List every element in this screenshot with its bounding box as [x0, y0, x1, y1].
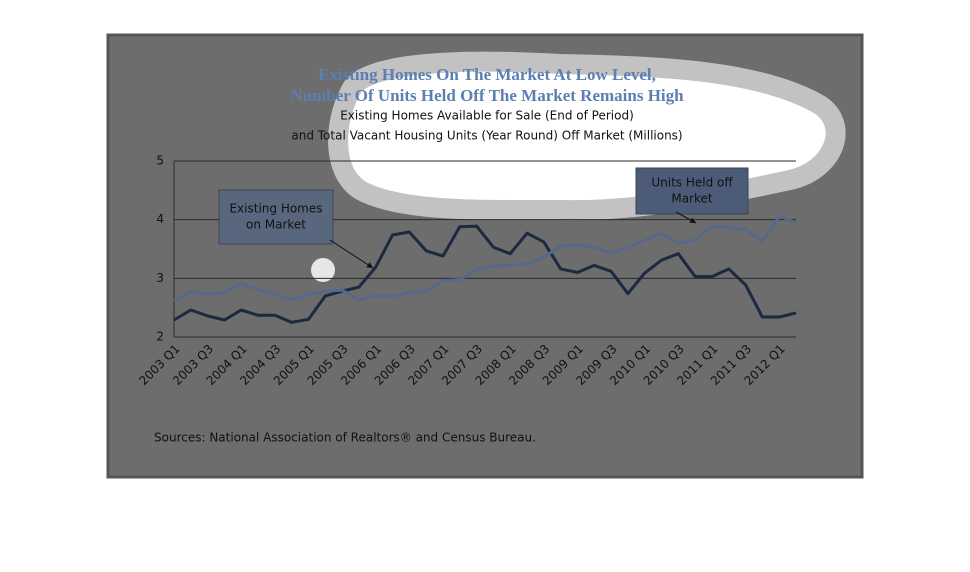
chart-subtitle: Existing Homes Available for Sale (End o… [340, 109, 634, 123]
series-line [173, 214, 797, 303]
annotation-arrow [675, 211, 697, 224]
annotation-text: Market [671, 192, 713, 206]
annotation-text: Units Held off [651, 176, 733, 190]
annotation-box [635, 167, 749, 215]
annotation-text: on Market [246, 218, 306, 232]
source-note: Sources: National Association of Realtor… [154, 431, 536, 445]
y-tick-label: 3 [156, 271, 164, 285]
y-tick-label: 2 [156, 330, 164, 344]
annotation-box [218, 189, 334, 245]
y-tick-label: 5 [156, 154, 164, 168]
chart-title: Existing Homes On The Market At Low Leve… [318, 65, 656, 84]
y-tick-label: 4 [156, 212, 164, 226]
chart-title: Number Of Units Held Off The Market Rema… [290, 86, 684, 105]
series-line [173, 224, 797, 324]
chart-subtitle: and Total Vacant Housing Units (Year Rou… [291, 129, 682, 143]
cursor-dot [311, 258, 335, 282]
annotation-text: Existing Homes [229, 202, 322, 216]
annotation-arrow [329, 239, 374, 269]
